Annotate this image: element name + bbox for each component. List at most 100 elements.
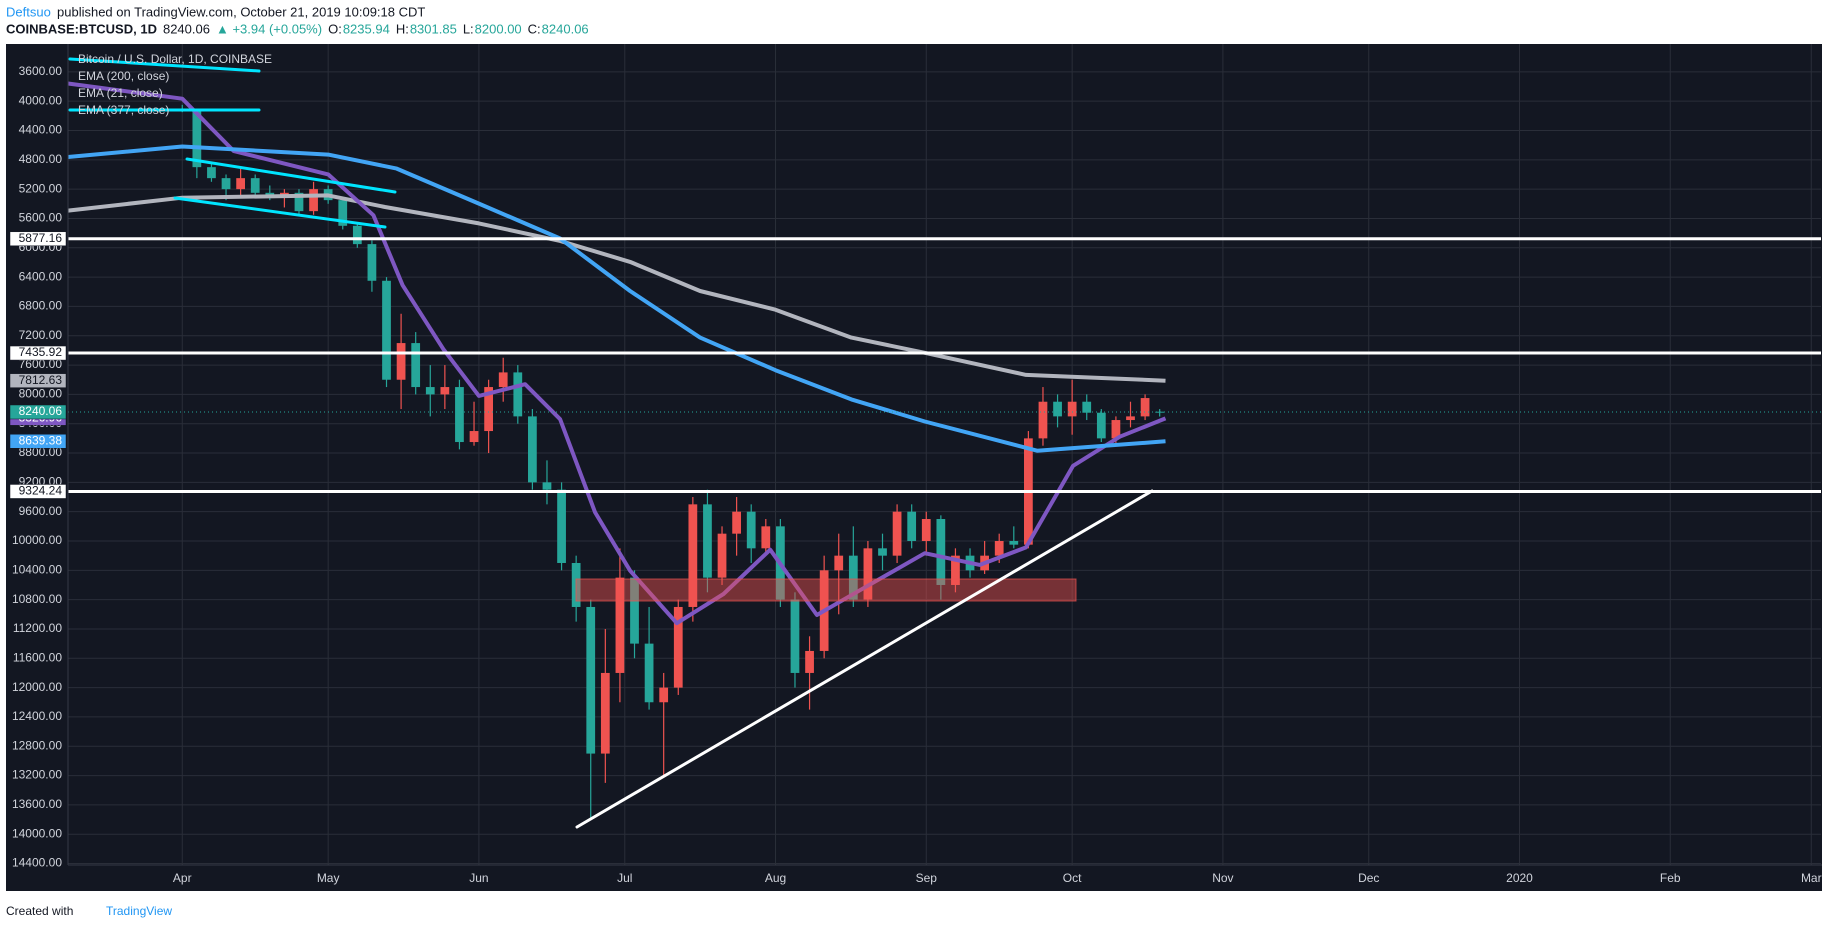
y-tick-label: 14400.00 xyxy=(12,856,62,870)
y-tick-label: 11200.00 xyxy=(13,621,62,635)
zone xyxy=(575,578,1077,602)
y-tick-label: 6800.00 xyxy=(19,299,63,313)
candle-body xyxy=(688,504,698,607)
legend: Bitcoin / U.S. Dollar, 1D, COINBASE EMA … xyxy=(78,52,272,117)
candle-body xyxy=(469,431,479,443)
x-tick-label: Apr xyxy=(173,871,192,885)
y-tick-label: 12000.00 xyxy=(12,680,62,694)
candle-body xyxy=(1038,401,1048,439)
candle-body xyxy=(309,189,318,212)
level-tag: 5877.16 xyxy=(19,231,63,245)
header-o: 8235.94 xyxy=(343,21,390,36)
drawings xyxy=(68,57,1154,829)
published: published on TradingView.com, October 21… xyxy=(57,4,425,19)
candle-body xyxy=(528,416,537,483)
trendline xyxy=(575,489,1154,829)
candle-body xyxy=(630,577,639,644)
candle-body xyxy=(673,606,683,688)
candle-body xyxy=(1009,540,1019,545)
candle-body xyxy=(221,178,231,190)
channel-line xyxy=(173,196,387,229)
axes: 3600.00 4000.00 4400.00 4800.00 5200.00 5600.… xyxy=(9,44,1822,885)
candle-body xyxy=(396,343,406,380)
candle-body xyxy=(805,650,814,673)
candle-body xyxy=(834,555,844,571)
y-tick-label: 12800.00 xyxy=(12,738,62,752)
level-tag: 7435.92 xyxy=(19,345,63,359)
header-o-label: O: xyxy=(328,21,342,36)
y-tick-label: 5200.00 xyxy=(19,181,63,195)
level-tag-bg xyxy=(9,345,67,361)
footer-brand[interactable]: TradingView xyxy=(106,904,172,918)
ema-tag-bg xyxy=(9,434,67,449)
candle-body xyxy=(615,577,625,673)
ema-tag: 8639.38 xyxy=(19,433,63,447)
candle-body xyxy=(425,387,435,395)
x-tick-label: Aug xyxy=(765,871,786,885)
candle-body xyxy=(586,606,596,754)
candle-body xyxy=(513,372,523,417)
header-symbol: COINBASE:BTCUSD, 1D xyxy=(6,21,157,36)
candle-body xyxy=(732,511,741,534)
y-tick-label: 4000.00 xyxy=(19,93,63,107)
candle-body xyxy=(644,643,654,703)
y-tick-label: 9600.00 xyxy=(19,504,63,518)
y-tick-label: 4800.00 xyxy=(19,152,63,166)
x-tick-label: Jul xyxy=(617,871,632,885)
x-tick-label: Oct xyxy=(1063,871,1082,885)
level-tag-bg xyxy=(9,484,67,499)
chart-panel xyxy=(6,44,1822,891)
x-tick-label: Feb xyxy=(1660,871,1681,885)
candle-body xyxy=(338,200,348,226)
header-l: 8200.00 xyxy=(475,21,522,36)
candle-body xyxy=(1067,401,1077,417)
chart-title: Bitcoin / U.S. Dollar, 1D, COINBASE xyxy=(78,52,272,66)
legend-entry: EMA (377, close) xyxy=(78,103,169,117)
candle-body xyxy=(440,387,450,395)
grid xyxy=(68,44,1821,865)
header-h: 8301.85 xyxy=(410,21,457,36)
header-c-label: C: xyxy=(528,21,541,36)
candle-body xyxy=(192,109,202,168)
ema-line xyxy=(67,144,1166,453)
x-tick-label: Sep xyxy=(916,871,938,885)
ema-tag-bg xyxy=(9,373,67,388)
plot xyxy=(67,81,1821,820)
ema-tag: 7812.63 xyxy=(19,373,63,387)
x-tick-label: May xyxy=(317,871,340,885)
y-tick-label: 7200.00 xyxy=(19,328,63,342)
y-tick-label: 4400.00 xyxy=(19,123,63,137)
candle-body xyxy=(411,343,421,388)
author[interactable]: Deftsuo xyxy=(6,4,51,19)
candle-body xyxy=(659,687,669,703)
candle-body xyxy=(498,372,508,388)
candle-body xyxy=(1053,401,1062,417)
y-tick-label: 10400.00 xyxy=(12,562,62,576)
candle-body xyxy=(863,548,873,600)
candle-body xyxy=(250,178,260,193)
candle-body xyxy=(907,511,917,541)
level-tag-bg xyxy=(9,231,67,247)
candle-body xyxy=(878,548,887,556)
candle-body xyxy=(236,178,246,190)
x-tick-label: Dec xyxy=(1358,871,1379,885)
candle-body xyxy=(455,387,464,443)
y-tick-label: 10000.00 xyxy=(12,533,62,547)
candle-body xyxy=(892,511,902,556)
channel-line xyxy=(68,57,261,73)
candle-body xyxy=(790,599,800,673)
y-tick-label: 12400.00 xyxy=(12,709,62,723)
candle-body xyxy=(1140,398,1150,417)
y-tick-label: 14000.00 xyxy=(12,826,62,840)
candle-body xyxy=(761,526,771,549)
candle-body xyxy=(746,511,756,549)
x-tick-label: 2020 xyxy=(1506,871,1533,885)
y-tick-label: 10800.00 xyxy=(12,592,62,606)
candle-body xyxy=(703,504,712,578)
header-c: 8240.06 xyxy=(542,21,589,36)
y-tick-label: 5600.00 xyxy=(19,211,63,225)
y-tick-label: 8800.00 xyxy=(19,445,63,459)
symbol-line: COINBASE:BTCUSD, 1D 8240.06 ▲ +3.94 (+0.05… xyxy=(6,21,589,36)
candle-body xyxy=(936,519,946,585)
